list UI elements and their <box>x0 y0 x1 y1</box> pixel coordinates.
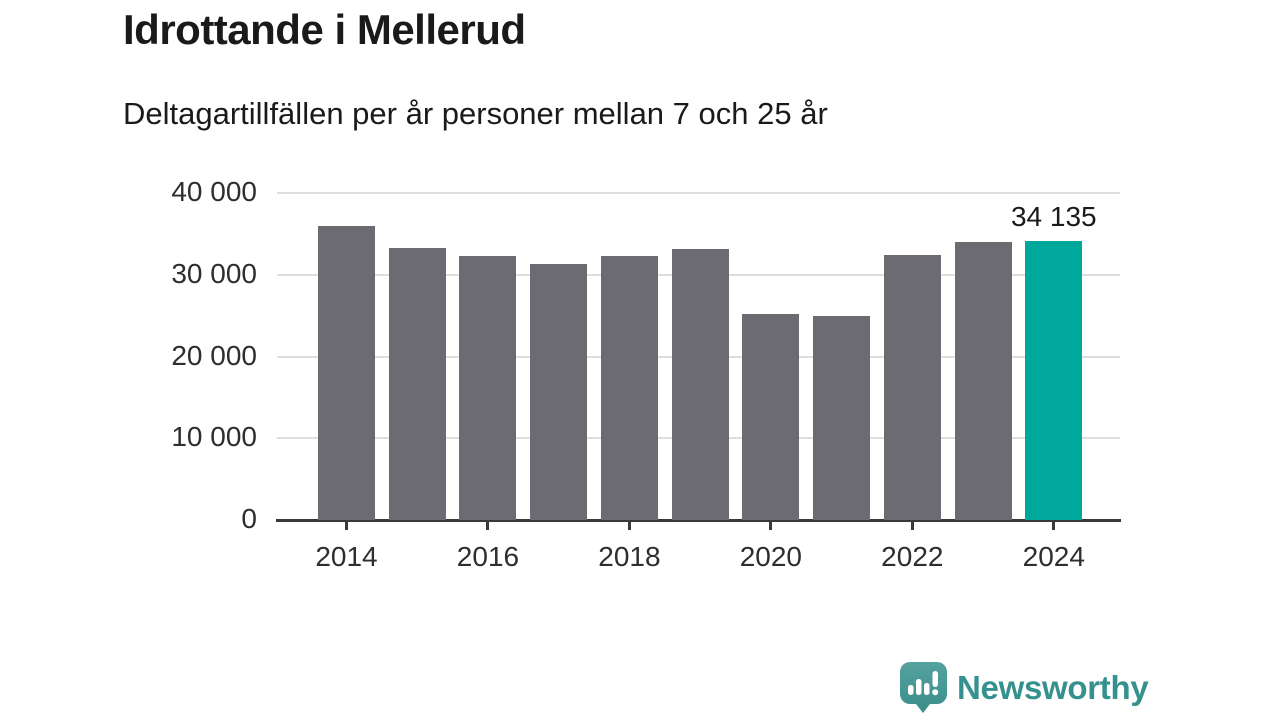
chart-title: Idrottande i Mellerud <box>123 6 526 53</box>
x-tick-2022 <box>910 521 914 530</box>
bar-2024 <box>1025 240 1083 520</box>
chart-subtitle: Deltagartillfällen per år personer mella… <box>123 96 828 131</box>
y-axis-label-40000: 40 000 <box>171 176 257 207</box>
x-tick-2014 <box>345 521 348 530</box>
x-tick-2024 <box>1052 521 1056 530</box>
x-tick-2020 <box>769 521 773 530</box>
bar-2016 <box>459 255 517 520</box>
bar-2014 <box>318 225 375 520</box>
y-gridline-40000 <box>277 192 1120 194</box>
x-axis-label-2022: 2022 <box>881 541 944 572</box>
plot-area <box>276 192 1121 522</box>
bar-2020 <box>742 314 800 520</box>
bar-2022 <box>883 255 941 520</box>
bar-2015 <box>388 247 446 520</box>
brand-footer: Newsworthy <box>899 661 1149 715</box>
y-axis-label-30000: 30 000 <box>171 257 257 289</box>
bar-2023 <box>954 242 1012 520</box>
x-tick-2016 <box>486 521 490 530</box>
bar-2019 <box>671 249 729 520</box>
x-axis-label-2024: 2024 <box>1022 541 1085 572</box>
x-axis-line <box>276 519 1121 522</box>
x-tick-2018 <box>627 521 631 530</box>
bar-value-annotation: 34 135 <box>1010 200 1097 232</box>
y-axis-label-0: 0 <box>241 503 257 534</box>
bar-2018 <box>600 255 658 520</box>
bar-2017 <box>530 264 588 520</box>
brand-name: Newsworthy <box>957 669 1149 706</box>
x-axis-label-2016: 2016 <box>456 541 520 572</box>
y-axis-label-10000: 10 000 <box>171 421 257 453</box>
newsworthy-logo-icon <box>899 661 948 715</box>
bar-2021 <box>813 315 871 520</box>
x-axis-label-2018: 2018 <box>598 541 661 572</box>
y-axis-label-20000: 20 000 <box>171 339 257 371</box>
x-axis-label-2014: 2014 <box>315 541 378 572</box>
x-axis-label-2020: 2020 <box>739 541 803 572</box>
